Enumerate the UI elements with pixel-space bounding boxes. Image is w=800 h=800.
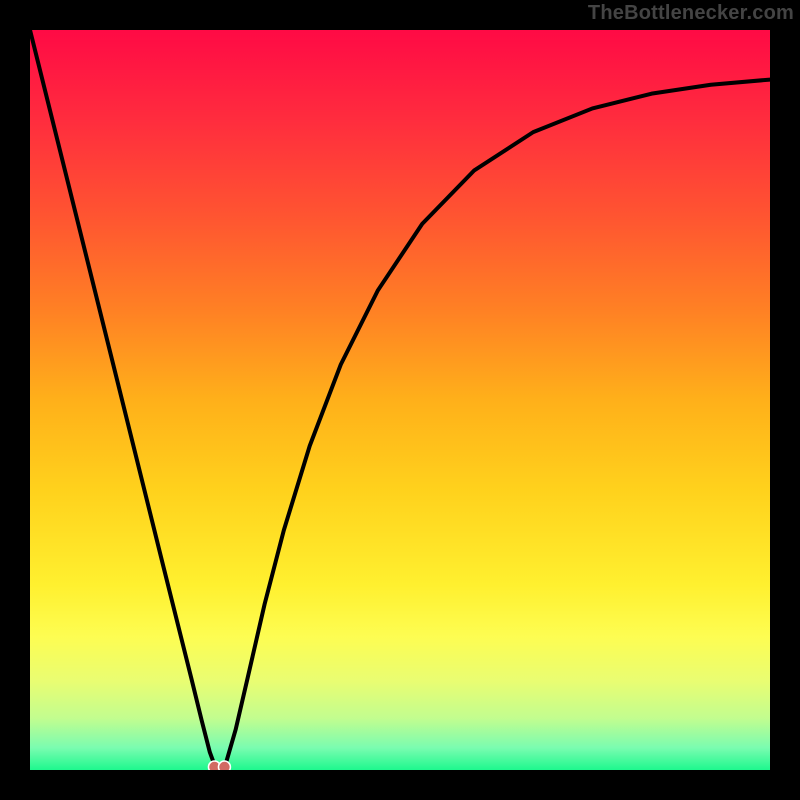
watermark-text: TheBottlenecker.com	[588, 2, 794, 25]
chart-container: TheBottlenecker.com	[0, 0, 800, 800]
plot-background	[30, 30, 770, 770]
bottleneck-chart	[0, 0, 800, 800]
